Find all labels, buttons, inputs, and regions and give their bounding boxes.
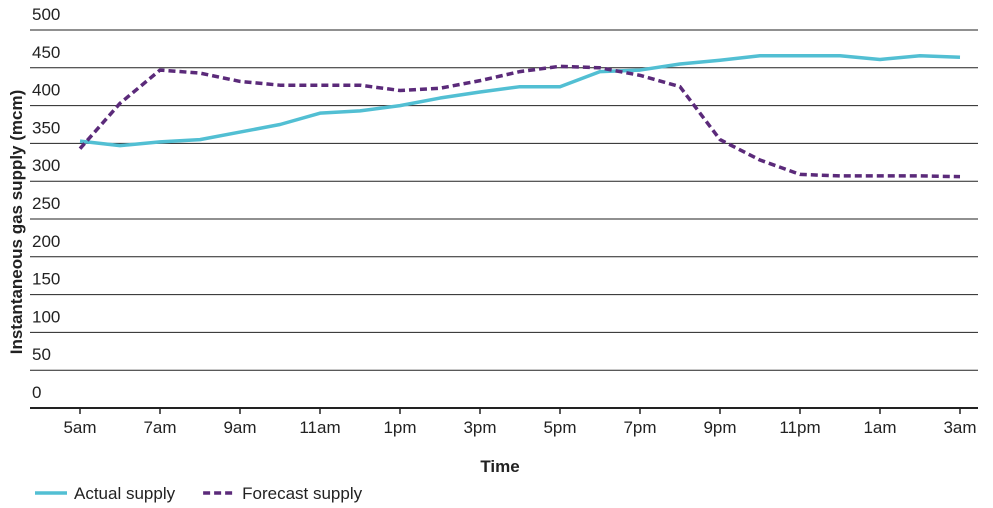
y-tick-label: 500 <box>32 5 60 24</box>
x-tick-label: 1pm <box>383 418 416 437</box>
x-tick-label: 5am <box>63 418 96 437</box>
x-tick-label: 5pm <box>543 418 576 437</box>
series-line <box>78 64 961 179</box>
y-tick-label: 100 <box>32 307 60 326</box>
series-line <box>79 53 961 148</box>
y-tick-label: 400 <box>32 81 60 100</box>
x-tick-label: 9am <box>223 418 256 437</box>
x-tick-label: 9pm <box>703 418 736 437</box>
x-tick-label: 3am <box>943 418 976 437</box>
y-tick-label: 350 <box>32 118 60 137</box>
y-tick-label: 150 <box>32 270 60 289</box>
legend-label: Forecast supply <box>242 484 362 503</box>
x-tick-label: 3pm <box>463 418 496 437</box>
y-tick-label: 450 <box>32 43 60 62</box>
legend-label: Actual supply <box>74 484 176 503</box>
y-axis-label: Instantaneous gas supply (mcm) <box>7 90 26 355</box>
y-tick-label: 200 <box>32 232 60 251</box>
y-tick-label: 0 <box>32 383 41 402</box>
y-tick-label: 300 <box>32 156 60 175</box>
x-tick-label: 11pm <box>779 418 820 437</box>
x-tick-label: 7am <box>143 418 176 437</box>
y-tick-label: 250 <box>32 194 60 213</box>
x-tick-label: 7pm <box>623 418 656 437</box>
y-tick-label: 50 <box>32 345 51 364</box>
x-axis-label: Time <box>480 457 519 476</box>
x-tick-label: 11am <box>299 418 340 437</box>
x-tick-label: 1am <box>863 418 896 437</box>
